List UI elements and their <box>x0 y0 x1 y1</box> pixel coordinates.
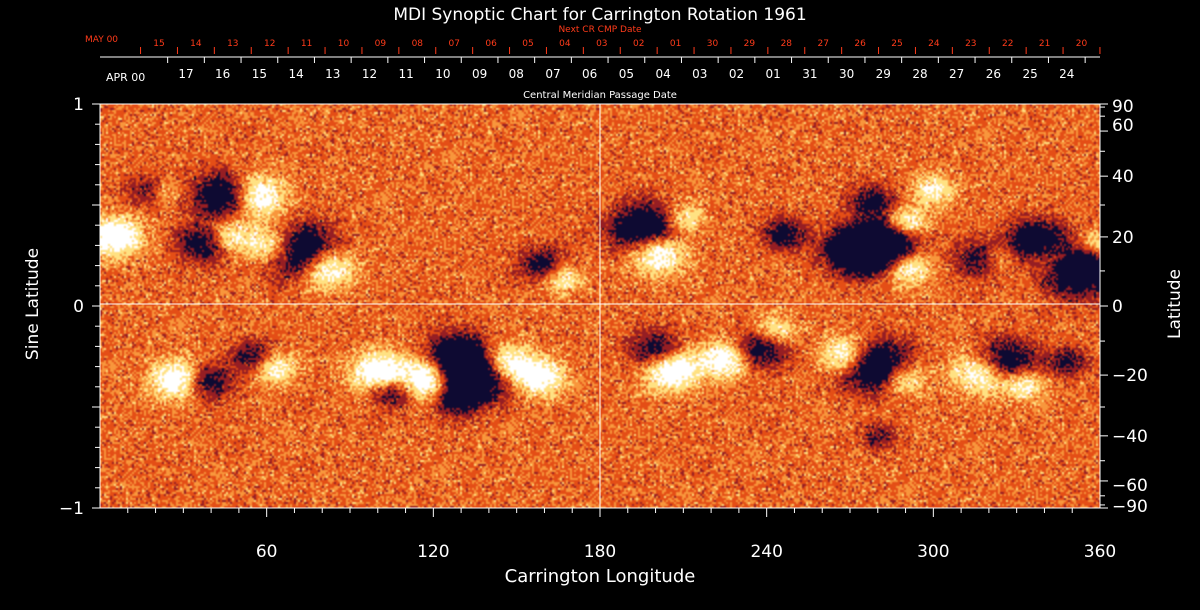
next-cmp-date-label: 26 <box>854 39 866 49</box>
right-y-tick-label: 60 <box>1112 116 1134 136</box>
chart-title: MDI Synoptic Chart for Carrington Rotati… <box>393 5 806 25</box>
x-tick-label: 180 <box>584 542 616 562</box>
next-cmp-date-label: 06 <box>485 39 497 49</box>
next-cmp-date-label: 30 <box>707 39 719 49</box>
right-y-tick-label: −60 <box>1112 476 1148 496</box>
next-cmp-date-label: 08 <box>412 39 424 49</box>
next-cmp-date-label: 27 <box>817 39 828 49</box>
x-tick-label: 60 <box>256 542 278 562</box>
cmp-date-label: 10 <box>435 67 450 81</box>
y-axis-label-left: Sine Latitude <box>23 248 43 360</box>
right-y-tick-label: 40 <box>1112 167 1134 187</box>
cmp-date-label: 29 <box>876 67 891 81</box>
cmp-date-label: 07 <box>545 67 560 81</box>
cmp-date-label: 06 <box>582 67 597 81</box>
cmp-date-label: 14 <box>288 67 303 81</box>
next-cmp-date-label: 20 <box>1076 39 1088 49</box>
right-y-tick-label: 0 <box>1112 297 1123 317</box>
red-axis-title: Next CR CMP Date <box>558 25 642 35</box>
next-cmp-date-label: 02 <box>633 39 644 49</box>
cmp-date-label: 17 <box>178 67 193 81</box>
next-cmp-date-label: 15 <box>153 39 164 49</box>
right-y-tick-label: −40 <box>1112 427 1148 447</box>
cmp-date-label: 04 <box>655 67 670 81</box>
next-cmp-date-label: 01 <box>670 39 681 49</box>
cmp-date-label: 11 <box>399 67 414 81</box>
next-cmp-date-label: 10 <box>338 39 350 49</box>
x-tick-label: 240 <box>750 542 782 562</box>
x-axis-label: Carrington Longitude <box>505 566 696 587</box>
next-cmp-date-label: 21 <box>1039 39 1050 49</box>
cmp-date-label: 02 <box>729 67 744 81</box>
next-cmp-date-label: 12 <box>264 39 275 49</box>
right-y-tick-label: −90 <box>1112 497 1148 517</box>
cmp-date-label: 26 <box>986 67 1001 81</box>
x-tick-label: 360 <box>1084 542 1116 562</box>
cmp-date-label: 31 <box>802 67 817 81</box>
next-cmp-date-label: 04 <box>559 39 571 49</box>
next-cmp-date-label: 22 <box>1002 39 1013 49</box>
black-axis-title: Central Meridian Passage Date <box>523 90 677 101</box>
cmp-date-label: 03 <box>692 67 707 81</box>
black-month-label: APR 00 <box>106 71 145 84</box>
cmp-date-label: 05 <box>619 67 634 81</box>
red-month-label: MAY 00 <box>85 35 118 45</box>
next-cmp-date-label: 03 <box>596 39 607 49</box>
cmp-date-label: 24 <box>1059 67 1074 81</box>
cmp-date-label: 15 <box>252 67 267 81</box>
right-y-tick-label: 20 <box>1112 228 1134 248</box>
next-cmp-date-label: 23 <box>965 39 976 49</box>
next-cmp-date-label: 05 <box>522 39 533 49</box>
right-y-tick-label: −20 <box>1112 366 1148 386</box>
next-cmp-date-label: 07 <box>448 39 459 49</box>
next-cmp-date-label: 13 <box>227 39 238 49</box>
cmp-date-label: 01 <box>766 67 781 81</box>
cmp-date-label: 12 <box>362 67 377 81</box>
cmp-date-label: 27 <box>949 67 964 81</box>
cmp-date-label: 09 <box>472 67 487 81</box>
cmp-date-label: 25 <box>1022 67 1037 81</box>
left-y-tick-label: 0 <box>73 297 84 317</box>
y-axis-label-right: Latitude <box>1165 269 1185 339</box>
axes: 60 120 180 240 300 36010−1906040200−20−40−60−… <box>59 39 1148 562</box>
cmp-date-label: 30 <box>839 67 854 81</box>
x-tick-label: 300 <box>917 542 949 562</box>
next-cmp-date-label: 11 <box>301 39 312 49</box>
cmp-date-label: 16 <box>215 67 230 81</box>
left-y-tick-label: 1 <box>73 95 84 115</box>
plot-area <box>99 103 1101 509</box>
left-y-tick-label: −1 <box>59 499 84 519</box>
next-cmp-date-label: 28 <box>781 39 793 49</box>
cmp-date-label: 13 <box>325 67 340 81</box>
right-y-tick-label: 90 <box>1112 97 1134 117</box>
next-cmp-date-label: 09 <box>375 39 387 49</box>
next-cmp-date-label: 24 <box>928 39 940 49</box>
next-cmp-date-label: 25 <box>891 39 902 49</box>
next-cmp-date-label: 14 <box>190 39 202 49</box>
next-cmp-date-label: 29 <box>744 39 756 49</box>
x-tick-label: 120 <box>417 542 449 562</box>
cmp-date-label: 28 <box>912 67 927 81</box>
cmp-date-label: 08 <box>509 67 524 81</box>
